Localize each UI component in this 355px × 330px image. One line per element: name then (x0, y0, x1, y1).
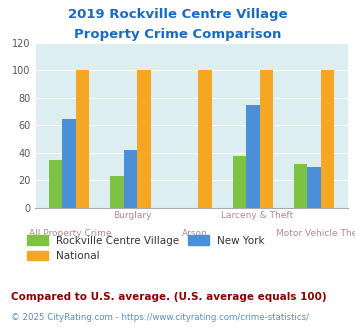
Text: Property Crime Comparison: Property Crime Comparison (74, 28, 281, 41)
Bar (294, 164, 307, 208)
Bar (260, 70, 273, 208)
Bar (246, 105, 260, 208)
Legend: Rockville Centre Village, National, New York: Rockville Centre Village, National, New … (23, 231, 269, 265)
Bar (137, 70, 151, 208)
Text: All Property Crime: All Property Crime (29, 229, 111, 238)
Bar (321, 70, 334, 208)
Text: Arson: Arson (182, 229, 208, 238)
Bar (49, 160, 62, 208)
Bar (198, 70, 212, 208)
Bar (124, 150, 137, 208)
Text: © 2025 CityRating.com - https://www.cityrating.com/crime-statistics/: © 2025 CityRating.com - https://www.city… (11, 314, 308, 322)
Text: Larceny & Theft: Larceny & Theft (221, 211, 293, 220)
Bar (62, 118, 76, 208)
Text: Motor Vehicle Theft: Motor Vehicle Theft (276, 229, 355, 238)
Text: Compared to U.S. average. (U.S. average equals 100): Compared to U.S. average. (U.S. average … (11, 292, 326, 302)
Text: 2019 Rockville Centre Village: 2019 Rockville Centre Village (68, 8, 287, 21)
Bar (76, 70, 89, 208)
Bar (110, 176, 124, 208)
Bar (307, 167, 321, 208)
Bar (233, 156, 246, 208)
Text: Burglary: Burglary (113, 211, 152, 220)
